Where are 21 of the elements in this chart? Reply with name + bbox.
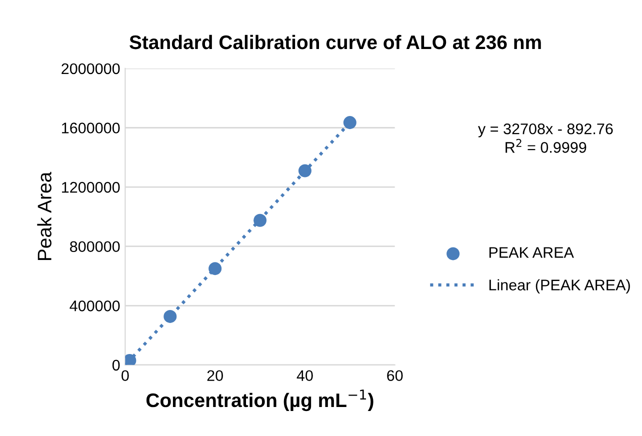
legend-label: Linear (PEAK AREA): [489, 279, 630, 294]
x-tick-label: 60: [387, 370, 403, 382]
chart-title: Standard Calibration curve of ALO at 236 nm: [130, 34, 541, 50]
point: [208, 262, 222, 276]
y-tick-label: 800000: [70, 241, 120, 252]
text: y = 32708x - 892.76 R$^{2}$ = 0.9999: [478, 123, 613, 153]
legend-label: PEAK AREA: [489, 247, 574, 258]
y-tick-label: 2000000: [62, 63, 120, 74]
x-tick-label: 40: [296, 370, 313, 382]
y-axis-title: Peak Area: [37, 172, 52, 260]
point: [343, 116, 356, 130]
y-tick-label: 400000: [70, 300, 120, 312]
point: [164, 310, 177, 323]
y-tick-label: 1600000: [62, 122, 120, 134]
x-tick-label: 20: [207, 370, 223, 382]
x-axis-title: Concentration (µg mL$^{−1}$): [146, 390, 374, 412]
y-tick-label: 0: [112, 360, 120, 371]
y-tick-label: 1200000: [62, 182, 120, 193]
x-tick-label: 0: [122, 370, 129, 382]
point: [298, 164, 312, 178]
point: [254, 214, 267, 227]
